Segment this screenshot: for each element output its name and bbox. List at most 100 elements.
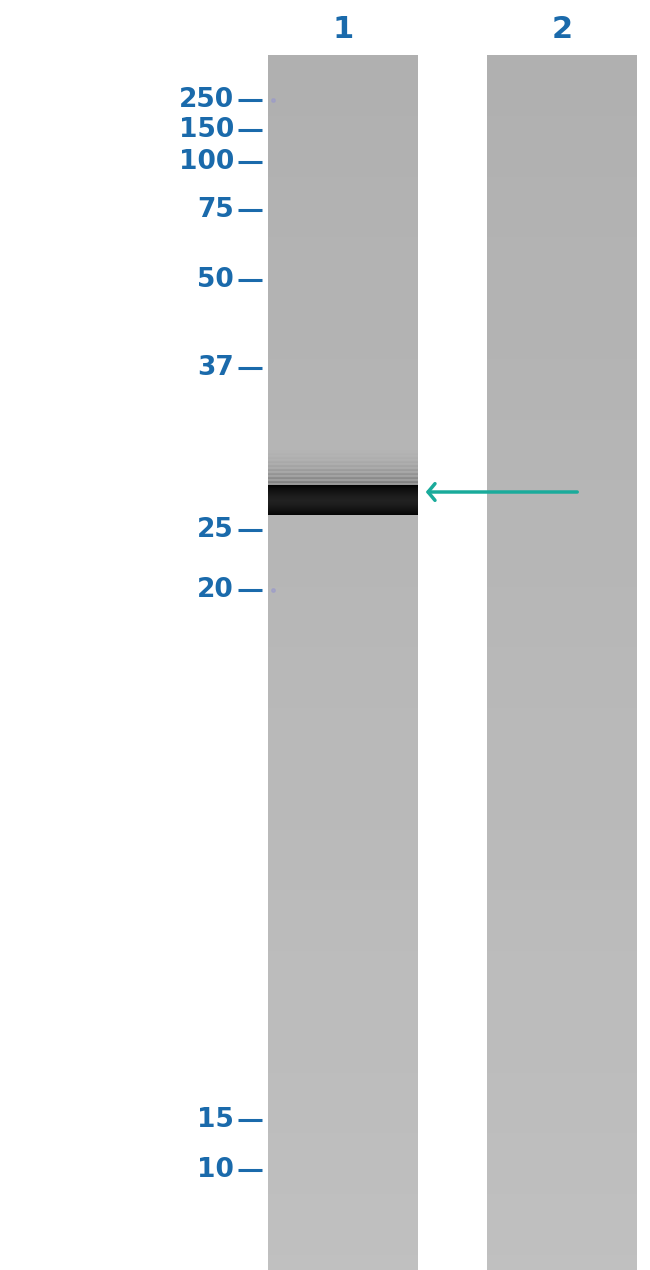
Bar xyxy=(268,453,418,455)
Bar xyxy=(268,314,418,329)
Bar xyxy=(268,404,418,419)
Bar xyxy=(268,116,418,131)
Text: 50: 50 xyxy=(197,267,234,293)
Bar xyxy=(487,1148,637,1163)
Bar xyxy=(268,455,418,456)
Bar xyxy=(487,936,637,951)
Bar xyxy=(487,1073,637,1087)
Bar xyxy=(487,875,637,890)
Bar xyxy=(487,450,637,465)
Bar xyxy=(487,177,637,192)
Bar xyxy=(268,678,418,693)
Bar xyxy=(487,768,637,784)
Bar xyxy=(268,237,418,253)
Bar xyxy=(268,457,418,458)
Bar xyxy=(487,1194,637,1209)
Bar xyxy=(268,982,418,997)
Bar xyxy=(487,480,637,495)
Bar xyxy=(268,829,418,845)
Bar xyxy=(268,283,418,298)
Text: 37: 37 xyxy=(197,356,234,381)
Bar xyxy=(487,253,637,268)
Bar xyxy=(487,314,637,329)
Bar xyxy=(487,495,637,511)
Bar xyxy=(487,1027,637,1043)
Text: 15: 15 xyxy=(197,1107,234,1133)
Bar xyxy=(487,906,637,921)
Bar xyxy=(487,434,637,450)
Bar xyxy=(487,237,637,253)
Bar xyxy=(487,100,637,116)
Bar xyxy=(268,464,418,466)
Bar xyxy=(268,1102,418,1118)
Bar xyxy=(268,470,418,472)
Bar xyxy=(268,100,418,116)
Bar xyxy=(268,1118,418,1133)
Bar xyxy=(268,511,418,526)
Bar xyxy=(268,474,418,476)
Bar xyxy=(268,481,418,483)
Bar xyxy=(487,358,637,373)
Bar xyxy=(268,450,418,465)
Bar xyxy=(268,663,418,678)
Bar xyxy=(268,860,418,875)
Bar xyxy=(268,55,418,70)
Bar xyxy=(268,461,418,464)
Bar xyxy=(487,572,637,587)
Bar xyxy=(268,478,418,479)
Bar xyxy=(487,693,637,709)
Bar xyxy=(487,465,637,480)
Bar xyxy=(268,450,418,451)
Text: 100: 100 xyxy=(179,149,234,175)
Bar xyxy=(487,404,637,419)
Bar xyxy=(268,85,418,100)
Bar xyxy=(487,1118,637,1133)
Bar xyxy=(487,632,637,648)
Bar xyxy=(268,617,418,632)
Bar xyxy=(268,753,418,768)
Bar xyxy=(487,890,637,906)
Bar xyxy=(487,70,637,85)
Bar xyxy=(268,458,418,460)
Bar xyxy=(487,55,637,70)
Bar xyxy=(487,1133,637,1148)
Text: 1: 1 xyxy=(332,15,354,44)
Bar xyxy=(487,329,637,344)
Bar xyxy=(268,709,418,723)
Bar xyxy=(268,738,418,753)
Bar xyxy=(268,444,418,447)
Bar xyxy=(487,845,637,860)
Bar xyxy=(268,146,418,161)
Text: 25: 25 xyxy=(197,517,234,544)
Bar xyxy=(268,358,418,373)
Bar xyxy=(487,1224,637,1240)
Bar xyxy=(268,495,418,511)
Bar xyxy=(487,814,637,829)
Bar xyxy=(268,344,418,358)
Bar xyxy=(268,1179,418,1194)
Bar xyxy=(487,419,637,434)
Bar xyxy=(268,253,418,268)
Bar xyxy=(268,222,418,237)
Bar xyxy=(268,875,418,890)
Bar xyxy=(487,116,637,131)
Bar xyxy=(268,465,418,467)
Bar xyxy=(487,663,637,678)
Bar xyxy=(487,829,637,845)
Bar xyxy=(487,723,637,738)
Bar xyxy=(268,921,418,936)
Bar xyxy=(487,283,637,298)
Bar xyxy=(487,1163,637,1179)
Text: 250: 250 xyxy=(179,88,234,113)
Bar xyxy=(268,456,418,457)
Bar xyxy=(268,483,418,484)
Bar xyxy=(268,1073,418,1087)
Bar xyxy=(268,451,418,452)
Bar xyxy=(268,1133,418,1148)
Bar xyxy=(268,447,418,450)
Bar xyxy=(268,268,418,283)
Bar xyxy=(268,452,418,453)
Bar xyxy=(268,419,418,434)
Bar xyxy=(487,1240,637,1255)
Bar xyxy=(487,344,637,358)
